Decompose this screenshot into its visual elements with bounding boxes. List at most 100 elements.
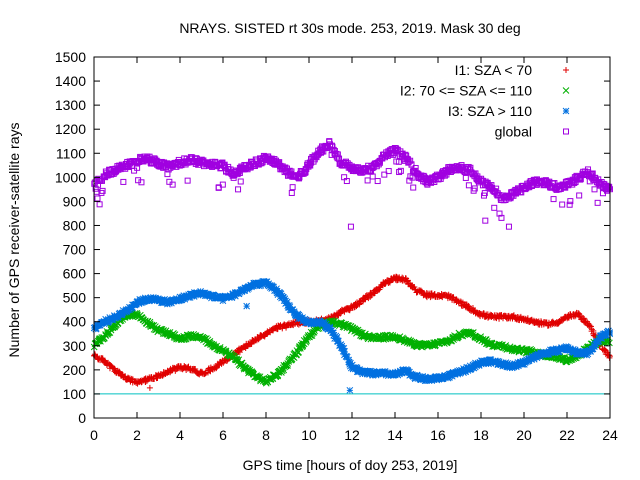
data-point: [192, 366, 199, 373]
data-point: [257, 279, 264, 287]
data-point: [184, 177, 191, 184]
data-point: [93, 325, 100, 332]
data-point: [164, 297, 172, 305]
legend-label: I2: 70 <= SZA <= 110: [400, 83, 532, 99]
outlier-point: [235, 186, 242, 193]
data-point: [606, 339, 613, 347]
x-tick-label: 0: [90, 427, 98, 443]
data-point: [471, 185, 478, 192]
data-point: [115, 369, 122, 376]
data-point: [580, 315, 587, 322]
data-point: [201, 370, 208, 377]
data-point: [219, 181, 226, 188]
x-tick-label: 16: [430, 427, 446, 443]
x-tick-label: 12: [344, 427, 360, 443]
data-point: [385, 168, 392, 175]
data-point: [120, 178, 127, 185]
data-point: [397, 167, 404, 174]
chart-title: NRAYS. SISTED rt 30s mode. 253, 2019. Ma…: [179, 20, 520, 36]
y-axis-label: Number of GPS receiver-satellite rays: [6, 123, 22, 358]
data-point: [190, 293, 198, 300]
data-point: [374, 178, 381, 185]
outlier-points: [146, 186, 512, 394]
data-point: [295, 348, 303, 356]
data-point: [284, 362, 291, 369]
data-point: [96, 201, 103, 208]
x-tick-label: 22: [559, 427, 575, 443]
data-point: [301, 169, 308, 176]
outlier-point: [146, 384, 153, 391]
data-point: [358, 369, 366, 376]
data-point: [472, 359, 479, 367]
data-point: [375, 161, 382, 168]
data-point: [588, 171, 595, 178]
x-tick-label: 6: [219, 427, 227, 443]
y-tick-label: 400: [63, 314, 87, 330]
data-point: [499, 362, 507, 370]
data-point: [395, 158, 402, 165]
data-point: [364, 177, 371, 184]
data-point: [410, 184, 417, 191]
data-point: [281, 295, 289, 303]
data-point: [552, 354, 560, 362]
x-tick-label: 18: [473, 427, 489, 443]
data-point: [465, 182, 472, 189]
data-point: [169, 181, 176, 188]
data-point: [257, 282, 265, 289]
data-point: [482, 336, 490, 343]
legend: I1: SZA < 70 I2: 70 <= SZA <= 110 I3: SZA …: [400, 62, 570, 140]
data-point: [512, 363, 520, 371]
y-tick-label: 1200: [55, 121, 86, 137]
outlier-point: [346, 386, 354, 394]
y-tick-label: 0: [78, 410, 86, 426]
data-point: [462, 174, 469, 181]
data-point: [396, 169, 403, 176]
outlier-point: [243, 302, 251, 310]
data-point: [326, 324, 334, 332]
data-point: [276, 159, 283, 166]
data-point: [606, 184, 613, 191]
data-point: [531, 353, 539, 361]
y-tick-label: 200: [63, 362, 87, 378]
legend-label: global: [495, 124, 532, 140]
outlier-point: [482, 217, 489, 224]
y-tick-label: 500: [63, 290, 87, 306]
data-point: [470, 329, 477, 336]
data-point: [322, 320, 330, 328]
data-point: [138, 179, 145, 186]
data-point: [139, 295, 147, 303]
data-point: [559, 201, 566, 208]
data-point: [472, 334, 479, 341]
y-tick-label: 600: [63, 266, 87, 282]
data-point: [350, 364, 357, 372]
data-point: [566, 201, 573, 208]
legend-label: I3: SZA > 110: [448, 103, 532, 119]
x-tick-label: 24: [602, 427, 618, 443]
data-point: [403, 152, 410, 159]
data-point: [591, 186, 598, 193]
data-point: [271, 156, 278, 163]
data-point: [343, 353, 351, 361]
data-point: [366, 371, 373, 378]
data-point: [99, 187, 106, 194]
data-point: [134, 164, 141, 171]
data-point: [283, 298, 291, 306]
data-point: [579, 347, 587, 355]
data-point: [567, 198, 574, 205]
data-point: [345, 322, 353, 330]
data-point: [515, 362, 522, 370]
y-tick-label: 300: [63, 338, 87, 354]
outlier-point: [347, 223, 354, 230]
data-point: [217, 160, 224, 167]
data-point: [386, 279, 393, 286]
data-point: [498, 214, 505, 221]
data-point: [491, 204, 498, 211]
y-tick-label: 1000: [55, 169, 86, 185]
data-point: [270, 283, 277, 291]
data-point: [94, 195, 101, 202]
y-tick-label: 1100: [56, 145, 86, 161]
data-point: [221, 164, 228, 171]
data-point: [530, 355, 538, 363]
data-point: [343, 178, 350, 185]
